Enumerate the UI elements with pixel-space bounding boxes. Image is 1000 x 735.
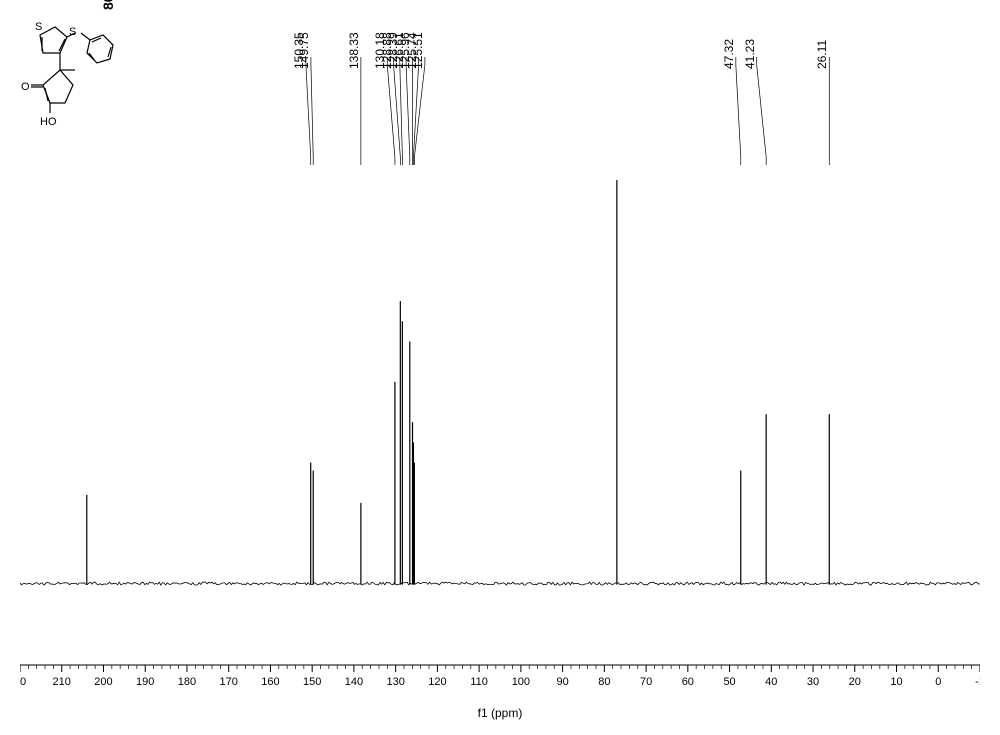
svg-text:170: 170 bbox=[220, 676, 238, 688]
svg-text:130: 130 bbox=[386, 676, 404, 688]
nmr-spectrum-container: S S O HO 80 150.35149.751 bbox=[0, 0, 1000, 735]
svg-text:0: 0 bbox=[935, 676, 941, 688]
svg-text:200: 200 bbox=[94, 676, 112, 688]
spectrum-plot bbox=[20, 170, 980, 640]
x-axis-label: f1 (ppm) bbox=[0, 706, 1000, 720]
svg-text:110: 110 bbox=[470, 676, 488, 688]
svg-text:140: 140 bbox=[345, 676, 363, 688]
svg-text:190: 190 bbox=[136, 676, 154, 688]
x-axis: 2021020019018017016015014013012011010090… bbox=[20, 660, 980, 700]
svg-text:50: 50 bbox=[723, 676, 735, 688]
svg-text:70: 70 bbox=[640, 676, 652, 688]
svg-text:180: 180 bbox=[178, 676, 196, 688]
svg-text:150: 150 bbox=[303, 676, 321, 688]
svg-text:160: 160 bbox=[261, 676, 279, 688]
svg-text:30: 30 bbox=[807, 676, 819, 688]
svg-text:80: 80 bbox=[598, 676, 610, 688]
svg-text:-1: -1 bbox=[975, 676, 980, 688]
svg-text:100: 100 bbox=[512, 676, 530, 688]
svg-text:210: 210 bbox=[53, 676, 71, 688]
svg-text:20: 20 bbox=[20, 676, 26, 688]
svg-text:90: 90 bbox=[556, 676, 568, 688]
svg-text:120: 120 bbox=[428, 676, 446, 688]
svg-text:20: 20 bbox=[849, 676, 861, 688]
svg-text:60: 60 bbox=[682, 676, 694, 688]
svg-text:10: 10 bbox=[890, 676, 902, 688]
svg-text:40: 40 bbox=[765, 676, 777, 688]
